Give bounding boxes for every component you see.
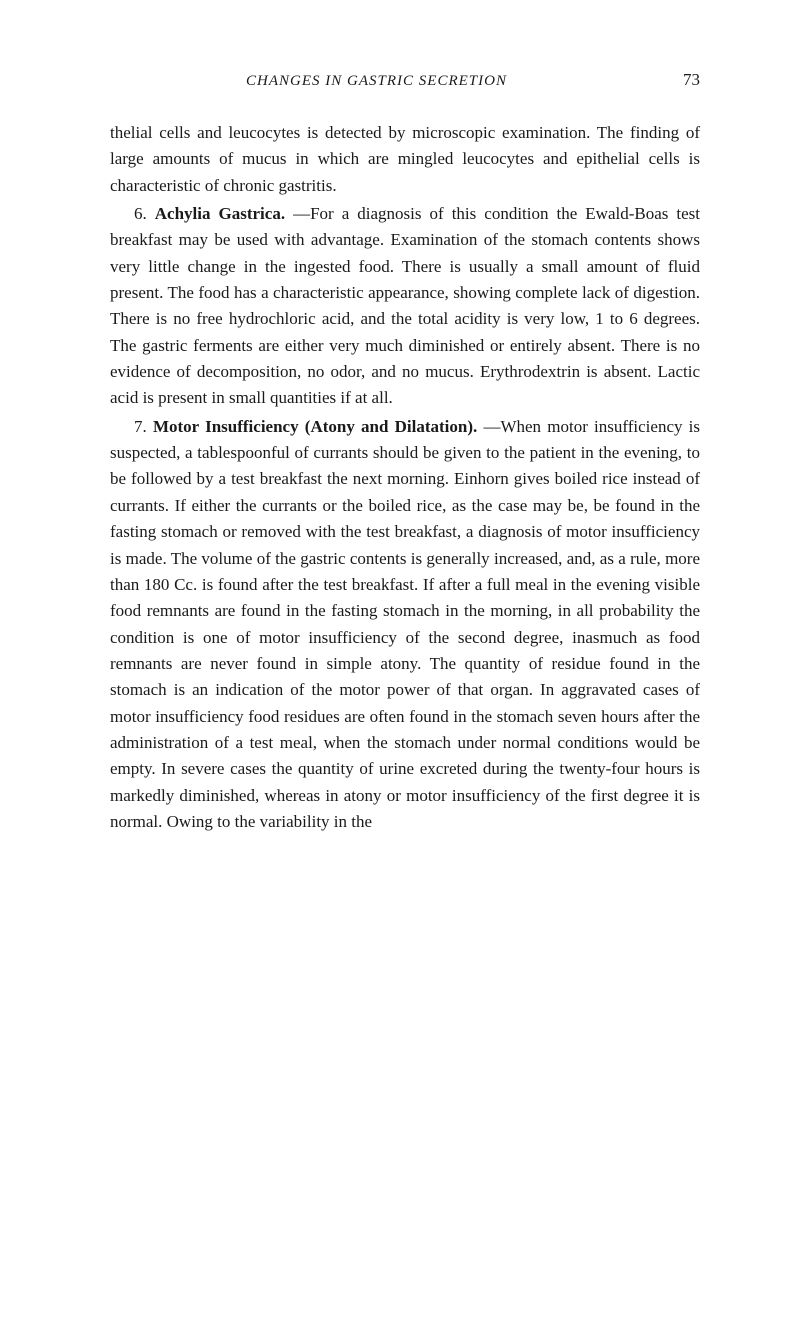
paragraph-section-6: 6. Achylia Gastrica. —For a diagnosis of… [110, 201, 700, 412]
paragraph-continuation: thelial cells and leucocytes is detected… [110, 120, 700, 199]
section-title-6: Achylia Gastrica. [155, 204, 285, 223]
section-6-text: —For a diagnosis of this condition the E… [110, 204, 700, 407]
section-title-7: Motor Insufficiency (Atony and Dilatatio… [153, 417, 477, 436]
page-number: 73 [683, 70, 700, 90]
running-title: CHANGES IN GASTRIC SECRETION [110, 73, 643, 90]
section-number-6: 6. [134, 204, 147, 223]
page-header: CHANGES IN GASTRIC SECRETION 73 [110, 70, 700, 90]
section-number-7: 7. [134, 417, 147, 436]
body-text: thelial cells and leucocytes is detected… [110, 120, 700, 835]
section-7-text: —When motor insufficiency is suspected, … [110, 417, 700, 831]
paragraph-section-7: 7. Motor Insufficiency (Atony and Dilata… [110, 414, 700, 836]
